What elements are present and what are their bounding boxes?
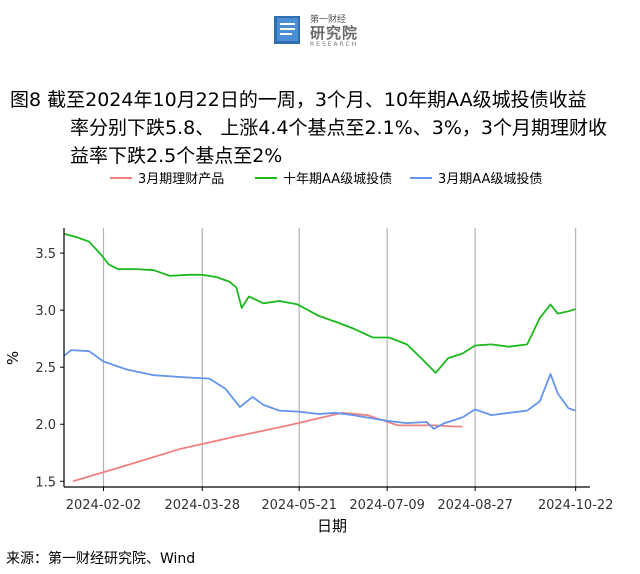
x-tick-label-5: 2024-10-22 [538,498,614,513]
legend-swatch-10y-aa [255,176,277,179]
caption-line-1: 图8 截至2024年10月22日的一周，3个月、10年期AA级城投债收益 [10,89,587,111]
series-line-0 [72,411,463,483]
series-line-1 [63,232,576,374]
logo-name: 第一财经 [310,15,347,25]
legend-item-wealth-3m: 3月期理财产品 [110,168,224,187]
y-axis-title: % [4,351,22,365]
figure-caption: 图8 截至2024年10月22日的一周，3个月、10年期AA级城投债收益 率分别… [10,86,630,170]
grid-lines [102,228,577,487]
x-tick-label-3: 2024-07-09 [349,498,425,513]
legend-swatch-wealth-3m [110,176,132,179]
axes [63,228,590,488]
y-tick-label-3: 3.0 [35,304,56,319]
legend-swatch-3m-aa [410,176,432,179]
legend-label-10y-aa: 十年期AA级城投债 [283,172,393,187]
series-lines [63,232,576,483]
x-tick-label-0: 2024-02-02 [66,498,142,513]
x-tick-label-1: 2024-03-28 [164,498,240,513]
x-tick-labels: 2024-02-02 2024-03-28 2024-05-21 2024-07-09… [66,487,614,513]
caption-line-3: 益率下跌2.5个基点至2% [70,145,283,167]
series-line-2 [63,349,576,430]
legend-item-10y-aa: 十年期AA级城投债 [255,168,392,187]
logo-subtitle: 研究院 [310,24,359,42]
logo-english: RESEARCH [310,41,359,48]
y-tick-label-4: 3.5 [35,247,56,262]
legend-label-wealth-3m: 3月期理财产品 [138,172,225,187]
legend-item-3m-aa: 3月期AA级城投债 [410,168,542,187]
legend-label-3m-aa: 3月期AA级城投债 [438,172,543,187]
publication-book-icon [274,16,300,44]
chart-legend: 3月期理财产品 十年期AA级城投债 3月期AA级城投债 [110,168,590,190]
logo: 第一财经 研究院 RESEARCH [268,8,368,52]
line-chart: 1.52.02.53.03.5 2024-02-02 2024-03-28 2024… [4,228,614,535]
source-note: 来源：第一财经研究院、Wind [6,551,196,567]
y-tick-label-2: 2.5 [35,361,56,376]
x-axis-title: 日期 [317,517,347,535]
y-tick-labels: 1.5 2.0 2.5 3.0 3.5 [35,247,64,490]
y-tick-label-1: 2.0 [35,418,56,433]
x-tick-label-4: 2024-08-27 [437,498,513,513]
caption-line-2: 率分别下跌5.8、 上涨4.4个基点至2.1%、3%，3个月期理财收 [70,117,607,139]
x-tick-label-2: 2024-05-21 [261,498,337,513]
y-tick-label-0: 1.5 [35,475,56,490]
